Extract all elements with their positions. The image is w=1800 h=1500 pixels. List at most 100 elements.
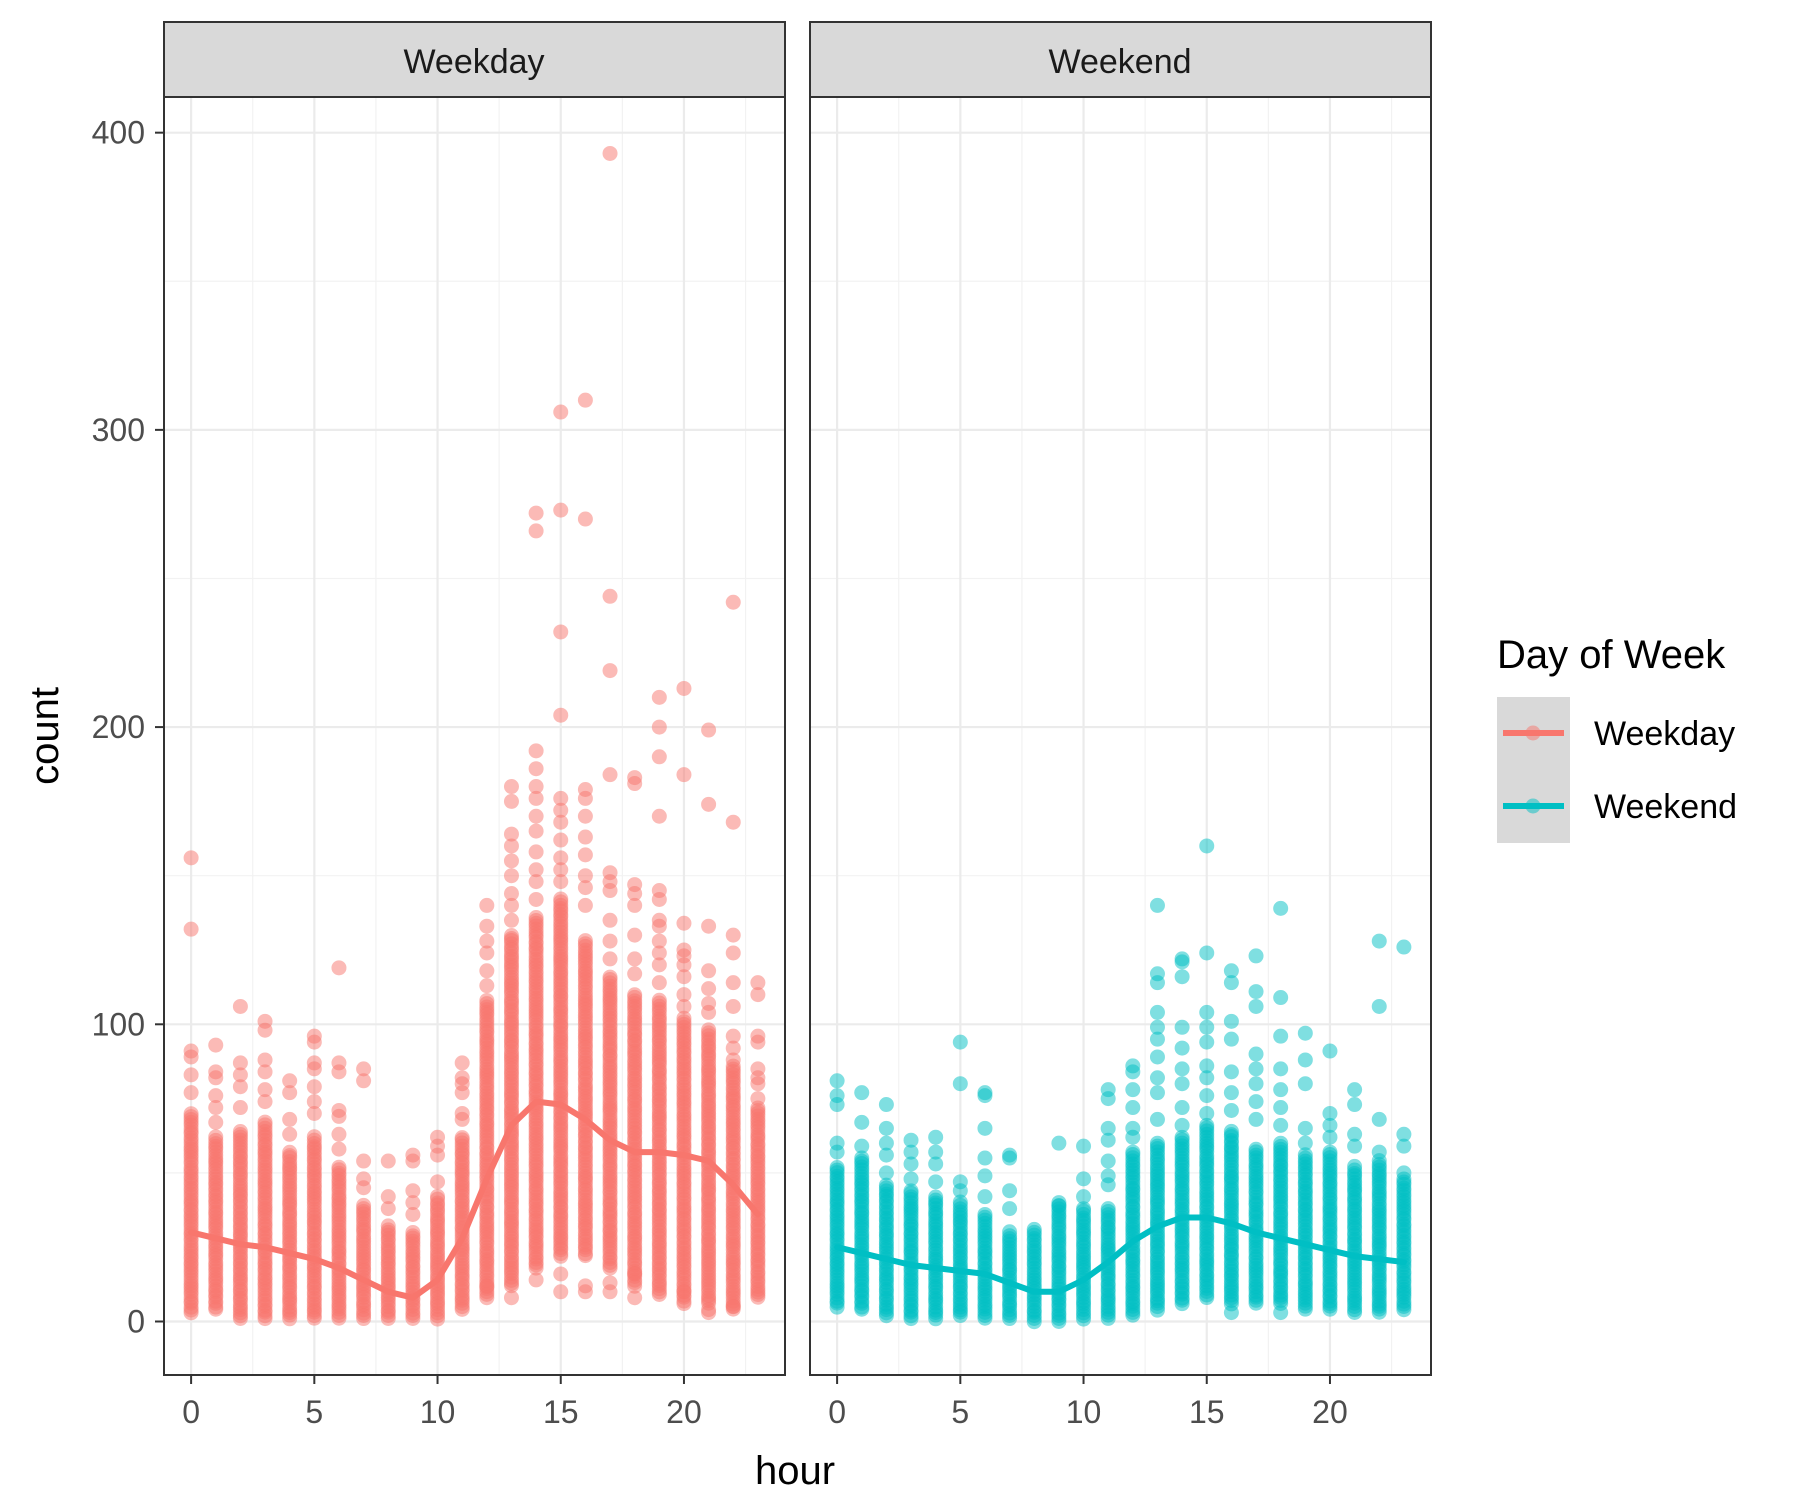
data-point-weekday <box>701 981 717 997</box>
data-point-weekend <box>1297 1120 1313 1136</box>
data-point-weekend <box>1125 1064 1141 1080</box>
data-point-weekday <box>701 796 717 812</box>
data-point-weekday <box>405 1195 421 1211</box>
data-point-weekday <box>750 975 766 991</box>
data-point-weekend <box>1199 838 1215 854</box>
data-point-weekday <box>503 1290 519 1306</box>
data-point-weekend <box>1100 1153 1116 1169</box>
data-point-weekend <box>854 1085 870 1101</box>
data-point-weekend <box>977 1189 993 1205</box>
data-point-weekday <box>701 918 717 934</box>
data-point-weekday <box>725 1052 741 1068</box>
data-point-weekend <box>1149 897 1165 913</box>
data-point-weekday <box>553 624 569 640</box>
data-point-weekday <box>282 1126 298 1142</box>
data-point-weekday <box>257 1082 273 1098</box>
data-point-weekday <box>577 897 593 913</box>
data-point-weekend <box>1002 1201 1018 1217</box>
data-point-weekend <box>1248 1111 1264 1127</box>
data-point-weekend <box>1223 1031 1239 1047</box>
data-point-weekend <box>952 1194 968 1210</box>
x-axes: 0 5 10 15 20 0 5 10 15 20 <box>182 1375 1348 1430</box>
data-point-weekday <box>257 1094 273 1110</box>
data-point-weekday <box>627 897 643 913</box>
data-point-weekend <box>1100 1091 1116 1107</box>
data-point-weekday <box>257 1052 273 1068</box>
data-point-weekday <box>602 588 618 604</box>
data-point-weekday <box>528 505 544 521</box>
legend-label-weekday: Weekday <box>1594 715 1735 753</box>
data-point-weekend <box>878 1120 894 1136</box>
data-point-weekday <box>750 1091 766 1107</box>
data-point-weekday <box>725 927 741 943</box>
data-point-weekday <box>577 392 593 408</box>
data-point-weekday <box>627 1266 643 1282</box>
data-point-weekday <box>257 1114 273 1130</box>
legend-label-weekend: Weekend <box>1594 788 1737 826</box>
data-point-weekday <box>651 975 667 991</box>
data-point-weekend <box>1149 1111 1165 1127</box>
data-point-weekend <box>1371 1111 1387 1127</box>
data-point-weekday <box>503 868 519 884</box>
data-point-weekday <box>257 1064 273 1080</box>
data-point-weekday <box>577 880 593 896</box>
data-point-weekend <box>1100 1177 1116 1193</box>
data-point-weekday <box>528 910 544 926</box>
data-point-weekend <box>1297 1025 1313 1041</box>
data-point-weekend <box>1149 975 1165 991</box>
data-point-weekend <box>1273 1082 1289 1098</box>
data-point-weekend <box>1273 1061 1289 1077</box>
data-point-weekday <box>257 1022 273 1038</box>
data-point-weekend <box>1248 1076 1264 1092</box>
data-point-weekend <box>1174 1100 1190 1116</box>
data-point-weekday <box>602 912 618 928</box>
data-point-weekday <box>503 897 519 913</box>
data-point-weekend <box>1223 1102 1239 1118</box>
data-point-weekend <box>1100 1132 1116 1148</box>
data-point-weekday <box>651 891 667 907</box>
data-point-weekend <box>829 1160 845 1176</box>
x-tick-label: 0 <box>828 1394 846 1430</box>
data-point-weekend <box>1026 1221 1042 1237</box>
x-tick-label: 20 <box>666 1394 702 1430</box>
data-point-weekday <box>553 502 569 518</box>
data-point-weekday <box>232 1055 248 1071</box>
data-point-weekday <box>503 928 519 944</box>
data-point-weekday <box>553 790 569 806</box>
data-point-weekend <box>1076 1171 1092 1187</box>
data-point-weekday <box>331 1141 347 1157</box>
data-point-weekend <box>1100 1201 1116 1217</box>
data-point-weekend <box>1149 1004 1165 1020</box>
data-point-weekend <box>1149 1135 1165 1151</box>
data-point-weekend <box>928 1144 944 1160</box>
data-point-weekday <box>454 1111 470 1127</box>
data-point-weekday <box>602 1284 618 1300</box>
data-point-weekday <box>528 1272 544 1288</box>
data-point-weekend <box>1273 1117 1289 1133</box>
data-point-weekend <box>928 1129 944 1145</box>
data-point-weekday <box>479 933 495 949</box>
data-point-weekday <box>701 1022 717 1038</box>
data-point-weekday <box>503 779 519 795</box>
data-point-weekend <box>1273 990 1289 1006</box>
data-point-weekend <box>1273 1028 1289 1044</box>
panel-border-weekday <box>163 96 786 1376</box>
y-axis: 0 100 200 300 400 <box>92 115 164 1340</box>
data-point-weekend <box>878 1147 894 1163</box>
data-point-weekend <box>1396 1138 1412 1154</box>
data-point-weekend <box>1199 1058 1215 1074</box>
y-tick-label: 300 <box>92 412 145 448</box>
data-point-weekend <box>878 1165 894 1181</box>
data-point-weekday <box>380 1218 396 1234</box>
data-point-weekend <box>1223 975 1239 991</box>
data-point-weekend <box>1347 1158 1363 1174</box>
data-point-weekday <box>232 998 248 1014</box>
data-point-weekend <box>1199 1105 1215 1121</box>
data-point-weekend <box>1223 1013 1239 1029</box>
data-point-weekday <box>528 790 544 806</box>
data-point-weekend <box>1371 1144 1387 1160</box>
x-tick-label: 10 <box>1066 1394 1102 1430</box>
data-point-weekend <box>1076 1201 1092 1217</box>
data-point-weekday <box>331 960 347 976</box>
